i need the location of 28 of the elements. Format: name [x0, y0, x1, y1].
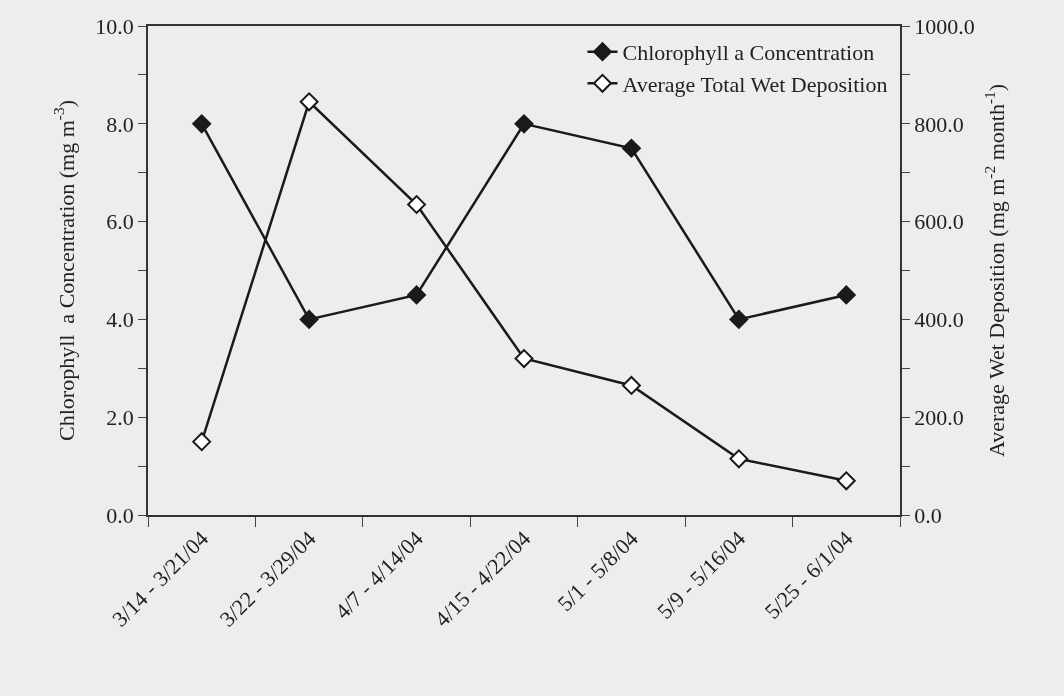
point: [621, 138, 641, 158]
point: [192, 432, 212, 452]
y-tick-label: 0.0: [106, 502, 134, 528]
y2-tick-label: 800.0: [914, 111, 964, 137]
point: [836, 471, 856, 491]
point: [407, 195, 427, 214]
y2-tick-label: 600.0: [914, 209, 964, 235]
y2-tick-label: 1000.0: [914, 13, 975, 39]
legend-label: Average Total Wet Deposition: [622, 71, 888, 97]
y-tick-label: 4.0: [106, 307, 134, 333]
point: [514, 114, 534, 134]
y-tick-label: 8.0: [106, 111, 134, 137]
point: [514, 349, 534, 368]
legend-label: Chlorophyll a Concentration: [622, 40, 875, 66]
point: [299, 92, 319, 112]
point: [192, 114, 212, 134]
point: [621, 375, 641, 395]
y2-tick-label: 200.0: [914, 404, 964, 430]
point: [729, 449, 749, 469]
y2-tick-label: 0.0: [914, 502, 942, 528]
y-tick-label: 10.0: [95, 13, 134, 39]
y2-tick-label: 400.0: [914, 307, 964, 333]
point: [836, 285, 856, 305]
point: [299, 309, 319, 329]
y-tick-label: 6.0: [106, 209, 134, 235]
y-tick-label: 2.0: [106, 404, 134, 430]
point: [407, 285, 427, 305]
point: [729, 309, 749, 329]
